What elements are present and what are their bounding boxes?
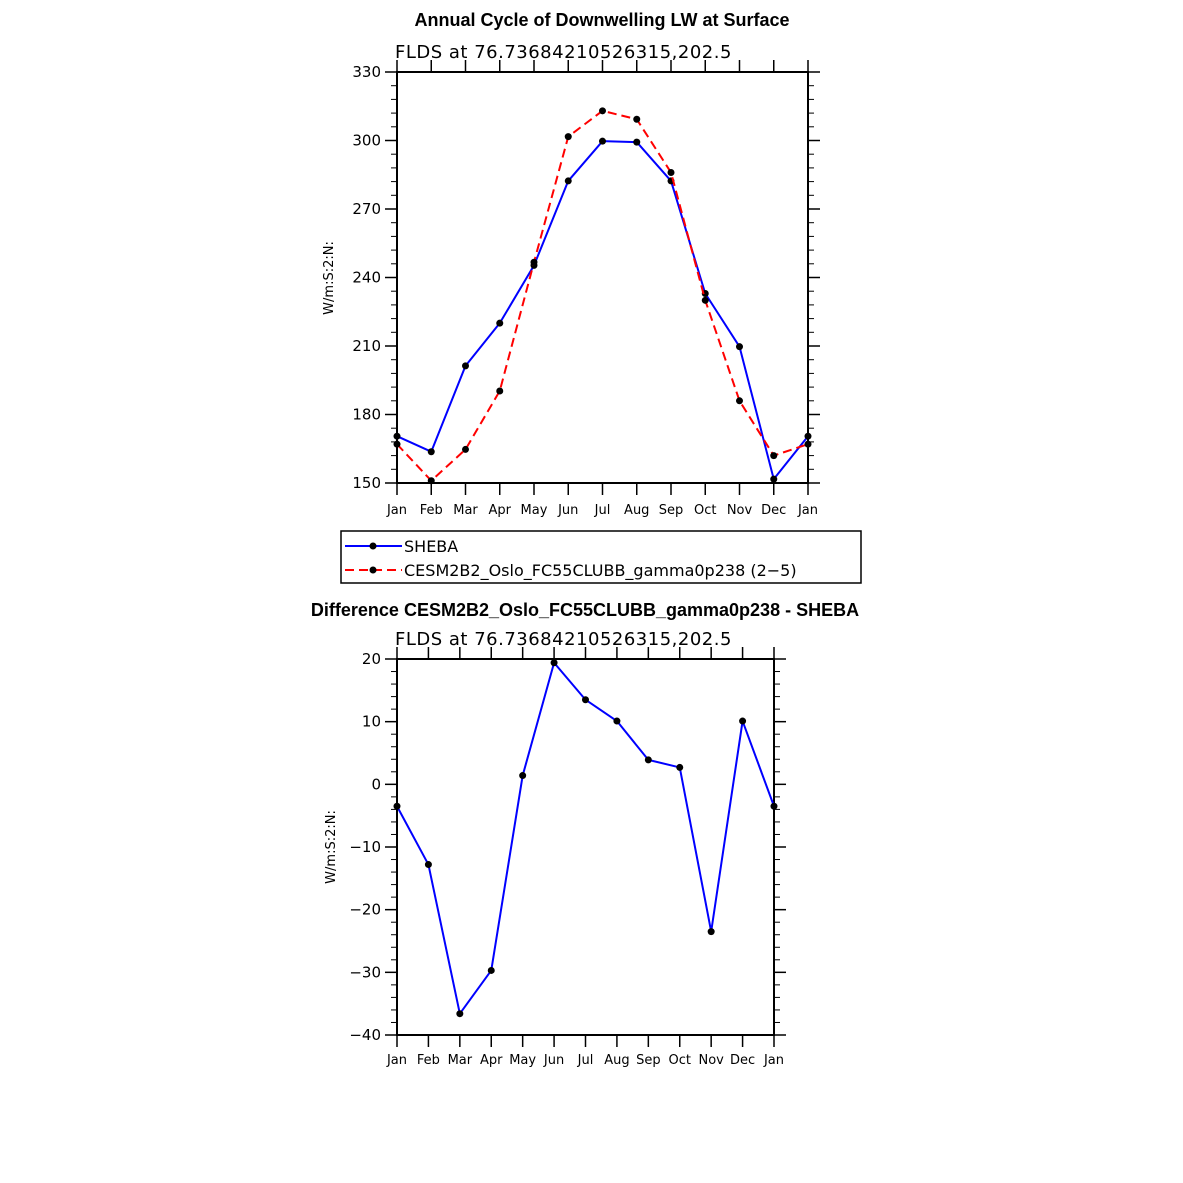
- data-point: [804, 440, 812, 448]
- data-point: [667, 168, 675, 176]
- y-tick-label: −20: [349, 901, 381, 919]
- x-tick-label: Nov: [727, 503, 753, 518]
- x-tick-label: Jun: [557, 503, 578, 518]
- data-point: [736, 343, 743, 351]
- legend-label-sheba: SHEBA: [404, 537, 458, 556]
- x-tick-label: Sep: [659, 503, 684, 518]
- y-axis-label: W/m:S:2:N:: [322, 241, 337, 315]
- x-tick-label: Feb: [417, 1053, 440, 1068]
- y-tick-label: 0: [371, 775, 381, 793]
- x-tick-label: Dec: [730, 1053, 755, 1068]
- y-tick-label: 10: [362, 713, 381, 731]
- x-tick-label: Feb: [420, 503, 443, 518]
- x-tick-label: Apr: [489, 503, 512, 518]
- x-tick-label: Jan: [386, 503, 407, 518]
- difference-chart: Difference CESM2B2_Oslo_FC55CLUBB_gamma0…: [311, 600, 859, 1068]
- y-tick-label: 240: [352, 269, 381, 287]
- y-tick-label: −10: [349, 838, 381, 856]
- y-tick-label: −30: [349, 963, 381, 981]
- y-tick-label: 330: [352, 63, 381, 81]
- y-tick-label: 180: [352, 406, 381, 424]
- data-point: [487, 966, 495, 974]
- x-tick-label: Aug: [624, 503, 649, 518]
- data-point: [644, 756, 652, 764]
- legend-box: [340, 530, 862, 584]
- x-tick-label: Oct: [694, 503, 716, 518]
- data-point: [707, 928, 715, 936]
- plot-area: 150 180 210 240 270 300 330 Jan Feb Mar Apr May Jun J…: [352, 60, 820, 518]
- series-line-0: [396, 140, 809, 481]
- data-point: [393, 432, 401, 440]
- data-point: [462, 362, 469, 370]
- x-tick-label: Mar: [448, 1053, 473, 1068]
- data-point: [804, 432, 812, 440]
- data-point: [770, 475, 778, 483]
- x-tick-label: Nov: [698, 1053, 724, 1068]
- legend-marker-cesm: [369, 566, 377, 574]
- y-tick-label: 270: [352, 200, 381, 218]
- data-point: [633, 138, 641, 146]
- legend: SHEBA CESM2B2_Oslo_FC55CLUBB_gamma0p238 …: [340, 530, 862, 584]
- plot-area: −40 −30 −20 −10 0 10 20 Jan Feb Mar Apr May Jun Jul Au…: [349, 647, 786, 1068]
- chart-title: Annual Cycle of Downwelling LW at Surfac…: [414, 10, 789, 30]
- data-point: [599, 137, 606, 145]
- x-tick-label: Mar: [453, 503, 478, 518]
- data-point: [519, 772, 527, 780]
- data-point: [462, 445, 469, 453]
- data-point: [424, 861, 432, 869]
- y-tick-label: 20: [362, 650, 381, 668]
- plot-frame: [396, 658, 775, 1036]
- series-line-1: [396, 109, 809, 482]
- legend-label-cesm: CESM2B2_Oslo_FC55CLUBB_gamma0p238 (2−5): [404, 561, 797, 581]
- data-point: [564, 133, 572, 141]
- data-point: [393, 440, 401, 448]
- data-point: [613, 717, 621, 725]
- x-tick-label: Jan: [386, 1053, 407, 1068]
- x-tick-label: Oct: [669, 1053, 691, 1068]
- x-tick-label: Jul: [594, 503, 611, 518]
- x-tick-label: Jun: [543, 1053, 564, 1068]
- y-tick-label: 300: [352, 132, 381, 150]
- data-point: [633, 115, 641, 123]
- data-point: [770, 802, 778, 810]
- data-point: [496, 319, 504, 327]
- data-point: [736, 397, 743, 405]
- data-point: [496, 387, 504, 395]
- chart-subtitle: FLDS at 76.73684210526315,202.5: [395, 629, 732, 650]
- x-tick-label: May: [521, 503, 548, 518]
- x-tick-label: Aug: [604, 1053, 629, 1068]
- data-point: [564, 177, 572, 185]
- x-tick-label: Jan: [763, 1053, 784, 1068]
- plot-frame: [396, 71, 809, 484]
- series-line-0: [396, 661, 775, 1015]
- data-point: [582, 696, 589, 704]
- x-tick-label: May: [509, 1053, 536, 1068]
- x-tick-label: Dec: [761, 503, 786, 518]
- x-tick-label: Jul: [577, 1053, 594, 1068]
- data-point: [393, 802, 401, 810]
- y-tick-label: −40: [349, 1026, 381, 1044]
- data-point: [456, 1010, 464, 1018]
- data-point: [427, 448, 435, 456]
- data-point: [599, 107, 606, 115]
- annual-cycle-chart: Annual Cycle of Downwelling LW at Surfac…: [322, 10, 820, 518]
- x-tick-label: Sep: [636, 1053, 661, 1068]
- y-tick-label: 150: [352, 474, 381, 492]
- chart-subtitle: FLDS at 76.73684210526315,202.5: [395, 42, 732, 63]
- data-point: [770, 452, 778, 460]
- data-point: [739, 717, 747, 725]
- y-axis-label: W/m:S:2:N:: [324, 810, 339, 884]
- chart-title: Difference CESM2B2_Oslo_FC55CLUBB_gamma0…: [311, 600, 859, 620]
- data-point: [676, 763, 684, 771]
- x-tick-label: Apr: [480, 1053, 503, 1068]
- data-point: [427, 477, 435, 485]
- data-point: [701, 296, 709, 304]
- data-point: [530, 258, 538, 266]
- y-tick-label: 210: [352, 337, 381, 355]
- x-tick-label: Jan: [797, 503, 818, 518]
- data-point: [550, 659, 558, 667]
- legend-marker-sheba: [369, 542, 377, 550]
